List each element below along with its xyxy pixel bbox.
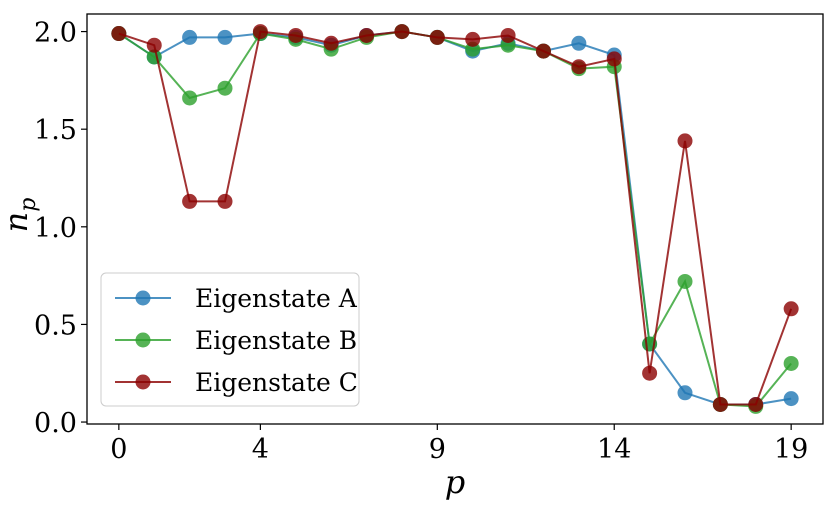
data-point bbox=[182, 90, 198, 106]
y-tick-label: 0.5 bbox=[34, 310, 77, 341]
data-point bbox=[783, 301, 799, 317]
y-tick-label: 0.0 bbox=[34, 408, 77, 439]
legend: Eigenstate A Eigenstate B Eigenstate C bbox=[100, 272, 360, 407]
data-point bbox=[642, 365, 658, 381]
data-point bbox=[217, 193, 233, 209]
data-point bbox=[712, 396, 728, 412]
legend-marker bbox=[135, 290, 151, 306]
data-point bbox=[677, 273, 693, 289]
x-tick-label: 19 bbox=[774, 434, 808, 465]
data-point bbox=[429, 29, 445, 45]
x-axis-label: p bbox=[445, 463, 465, 501]
data-point bbox=[323, 35, 339, 51]
x-tick-label: 9 bbox=[429, 434, 446, 465]
legend-marker bbox=[135, 332, 151, 348]
data-point bbox=[217, 80, 233, 96]
y-axis-ticks: 0.0 0.5 1.0 1.5 2.0 bbox=[34, 18, 87, 439]
legend-entry: Eigenstate B bbox=[195, 326, 357, 355]
y-tick-label: 2.0 bbox=[34, 18, 77, 49]
data-point bbox=[500, 27, 516, 43]
x-tick-label: 4 bbox=[252, 434, 269, 465]
data-point bbox=[606, 51, 622, 67]
legend-box bbox=[100, 272, 360, 407]
data-point bbox=[535, 43, 551, 59]
x-tick-label: 14 bbox=[597, 434, 631, 465]
data-point bbox=[677, 133, 693, 149]
series-layer bbox=[111, 24, 799, 414]
x-axis-ticks: 0 4 9 14 19 bbox=[110, 424, 808, 465]
data-point bbox=[748, 396, 764, 412]
data-point bbox=[465, 31, 481, 47]
data-point bbox=[182, 29, 198, 45]
y-axis-label: np bbox=[0, 198, 41, 233]
data-point bbox=[571, 35, 587, 51]
y-tick-label: 1.0 bbox=[34, 213, 77, 244]
series-line bbox=[118, 30, 792, 408]
data-point bbox=[394, 24, 410, 40]
data-point bbox=[182, 193, 198, 209]
data-point bbox=[252, 24, 268, 40]
y-axis-label-main: n bbox=[0, 212, 35, 233]
legend-entry: Eigenstate C bbox=[195, 368, 358, 397]
series-eigenstate-c bbox=[111, 24, 799, 412]
x-tick-label: 0 bbox=[110, 434, 127, 465]
data-point bbox=[217, 29, 233, 45]
series-line bbox=[118, 30, 793, 406]
y-axis-label-subscript: p bbox=[16, 198, 41, 212]
data-point bbox=[783, 355, 799, 371]
data-point bbox=[783, 391, 799, 407]
data-point bbox=[359, 27, 375, 43]
data-point bbox=[288, 27, 304, 43]
data-point bbox=[111, 26, 127, 42]
y-tick-label: 1.5 bbox=[34, 115, 77, 146]
legend-entry: Eigenstate A bbox=[195, 284, 358, 313]
data-point bbox=[677, 385, 693, 401]
legend-marker bbox=[135, 374, 151, 390]
plot-frame bbox=[86, 13, 824, 425]
data-point bbox=[146, 37, 162, 53]
data-point bbox=[571, 59, 587, 75]
